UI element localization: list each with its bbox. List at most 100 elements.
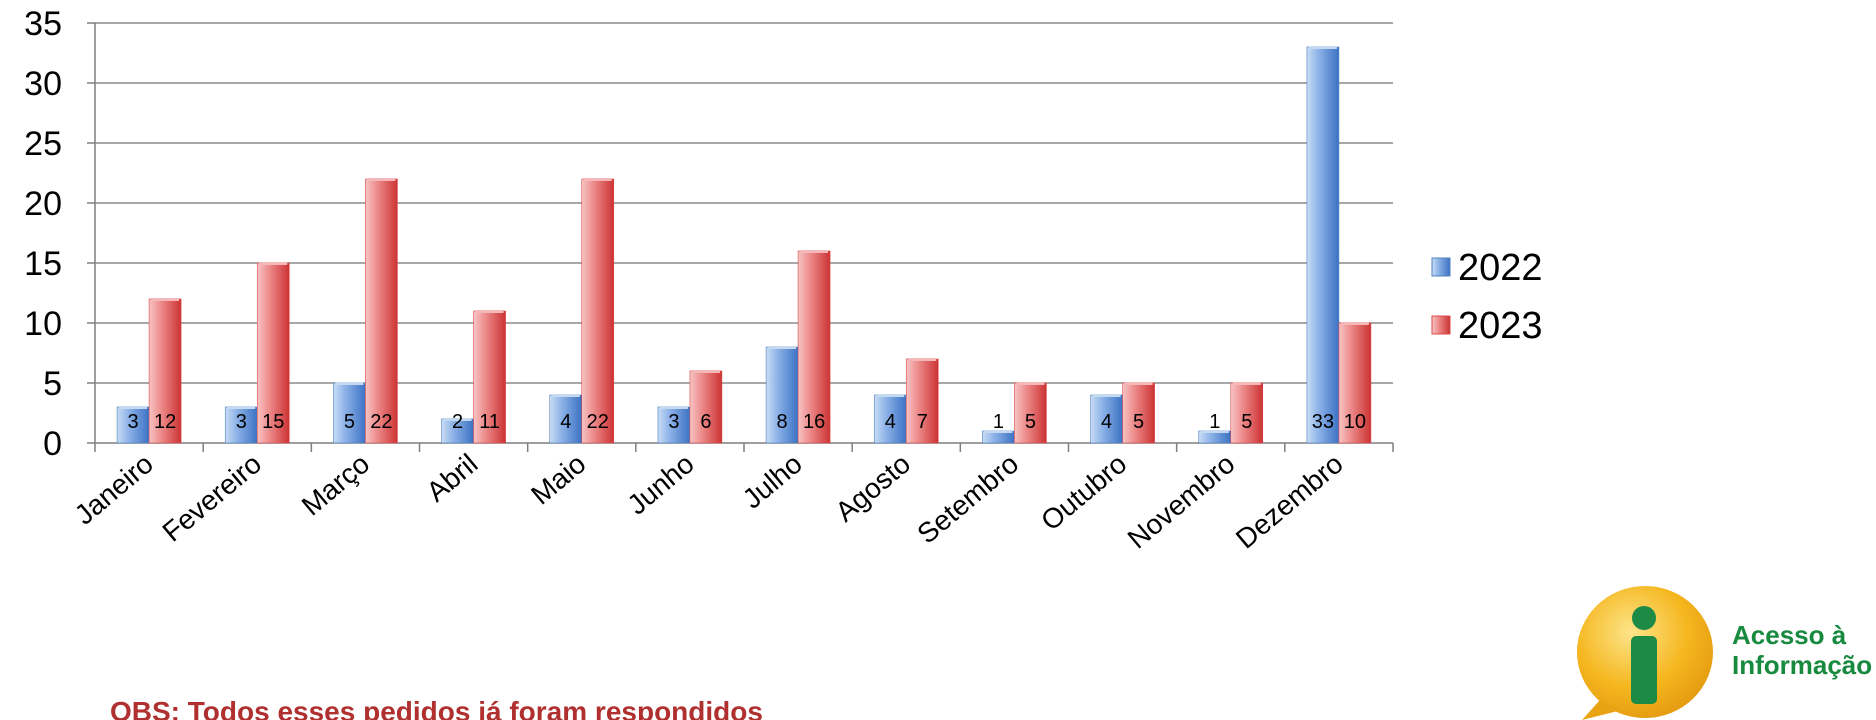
- legend-label: 2022: [1458, 247, 1543, 289]
- bar-2022-Julho: [765, 346, 799, 444]
- bar-top-highlight: [876, 394, 905, 397]
- x-tick-label: Novembro: [1122, 448, 1241, 555]
- data-label: 5: [1241, 411, 1252, 433]
- x-tick-label: Abril: [421, 448, 484, 508]
- data-label: 3: [128, 411, 139, 433]
- x-tick-label: Dezembro: [1230, 448, 1349, 555]
- bar-top-highlight: [1016, 382, 1045, 385]
- data-label: 11: [479, 411, 500, 433]
- bar-top-highlight: [768, 346, 797, 349]
- legend-swatch-2023: [1431, 315, 1451, 335]
- data-label: 12: [154, 411, 176, 433]
- data-label: 5: [1025, 411, 1036, 433]
- data-label: 4: [1101, 411, 1112, 433]
- data-label: 22: [370, 411, 392, 433]
- bar-top-highlight: [583, 178, 612, 181]
- data-labels: 3 12 3 15 5 22 2 11 4 22 3 6 8 16 4 7 1 5 4 5 1 5 33 10: [128, 411, 1367, 433]
- bar-2023-Agosto: [905, 358, 939, 444]
- y-tick-label: 25: [24, 125, 62, 163]
- bar-2023-Novembro: [1230, 382, 1264, 444]
- bar-top-highlight: [151, 298, 180, 301]
- data-label: 1: [1209, 411, 1220, 433]
- bar-top-highlight: [119, 406, 148, 409]
- x-tick-label: Junho: [621, 448, 699, 521]
- bar-top-highlight: [659, 406, 688, 409]
- data-label: 4: [560, 411, 571, 433]
- info-icon: [1577, 586, 1713, 720]
- data-label: 16: [803, 411, 825, 433]
- x-tick-label: Março: [296, 448, 376, 522]
- bar-top-highlight: [908, 358, 937, 361]
- bar-top-highlight: [259, 262, 288, 265]
- x-tick-label: Setembro: [911, 448, 1024, 550]
- data-label: 2: [452, 411, 463, 433]
- data-label: 15: [262, 411, 284, 433]
- bar-top-highlight: [1308, 46, 1337, 49]
- bar-2023-Setembro: [1014, 382, 1047, 444]
- bar-top-highlight: [1092, 394, 1121, 397]
- data-label: 5: [1133, 411, 1144, 433]
- y-axis: 0 5 10 15 20 25 30 35: [24, 5, 96, 463]
- legend: 2022 2023: [1431, 247, 1543, 347]
- bar-top-highlight: [475, 310, 504, 313]
- logo-text-line1: Acesso à: [1732, 620, 1847, 650]
- bar-2022-Agosto: [873, 394, 907, 444]
- legend-label: 2023: [1458, 305, 1543, 347]
- data-label: 8: [777, 411, 788, 433]
- y-tick-label: 30: [24, 65, 62, 103]
- bar-top-highlight: [367, 178, 396, 181]
- bar-2023-Março: [365, 178, 398, 444]
- bar-2023-Outubro: [1122, 382, 1155, 444]
- bar-2022-Maio: [549, 394, 583, 444]
- data-label: 5: [344, 411, 355, 433]
- bar-2022-Janeiro: [116, 406, 150, 444]
- bar-top-highlight: [443, 418, 472, 421]
- bar-2023-Abril: [473, 310, 506, 444]
- data-label: 3: [668, 411, 679, 433]
- bar-top-highlight: [1232, 382, 1261, 385]
- bar-2023-Julho: [797, 250, 831, 444]
- bar-top-highlight: [800, 250, 829, 253]
- x-tick-label: Fevereiro: [157, 448, 268, 548]
- y-tick-label: 10: [24, 305, 62, 343]
- x-tick-label: Julho: [737, 448, 808, 515]
- bar-top-highlight: [551, 394, 580, 397]
- y-tick-label: 5: [43, 365, 62, 403]
- acesso-informacao-logo: Acesso à Informação: [1560, 580, 1876, 720]
- data-label: 1: [993, 411, 1004, 433]
- x-tick-label: Maio: [525, 448, 591, 511]
- x-tick-label: Outubro: [1035, 448, 1132, 537]
- y-tick-label: 20: [24, 185, 62, 223]
- bar-top-highlight: [1340, 322, 1369, 325]
- legend-swatch-2022: [1431, 257, 1451, 277]
- data-label: 4: [885, 411, 896, 433]
- data-label: 3: [236, 411, 247, 433]
- x-tick-label: Janeiro: [69, 448, 159, 531]
- bar-2023-Maio: [581, 178, 615, 444]
- y-tick-label: 15: [24, 245, 62, 283]
- y-tick-label: 35: [24, 5, 62, 43]
- bar-top-highlight: [1124, 382, 1153, 385]
- data-label: 22: [587, 411, 609, 433]
- gridlines: [95, 22, 1393, 444]
- bar-2022-Fevereiro: [224, 406, 258, 444]
- bars: [116, 46, 1372, 444]
- bar-top-highlight: [691, 370, 720, 373]
- data-label: 10: [1344, 411, 1366, 433]
- bar-top-highlight: [1200, 430, 1229, 433]
- bar-top-highlight: [227, 406, 256, 409]
- bar-2023-Dezembro: [1338, 322, 1372, 444]
- bar-top-highlight: [335, 382, 364, 385]
- data-label: 33: [1312, 411, 1334, 433]
- bar-2022-Dezembro: [1306, 46, 1340, 444]
- data-label: 6: [700, 411, 711, 433]
- bar-top-highlight: [984, 430, 1013, 433]
- y-tick-label: 0: [43, 425, 62, 463]
- bar-2022-Março: [333, 382, 366, 444]
- footnote: OBS: Todos esses pedidos já foram respon…: [110, 696, 763, 720]
- x-tick-label: Agosto: [829, 448, 916, 528]
- bar-2022-Outubro: [1090, 394, 1123, 444]
- logo-text-line2: Informação: [1732, 650, 1873, 680]
